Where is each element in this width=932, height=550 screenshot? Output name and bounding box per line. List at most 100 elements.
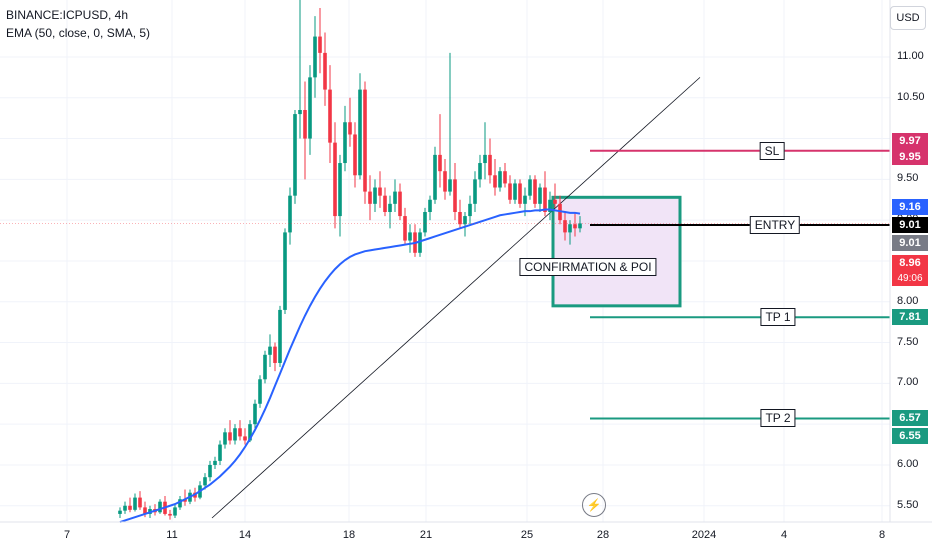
x-tick-label: 11 [166, 529, 178, 541]
candle-body-18 [208, 464, 212, 478]
candle-body-63 [433, 154, 437, 200]
candle-body-89 [563, 220, 567, 233]
candle-body-78 [508, 183, 512, 200]
candle-body-45 [343, 122, 347, 164]
candle-body-40 [318, 36, 322, 53]
candle-body-24 [238, 428, 242, 437]
candle-body-31 [273, 346, 277, 363]
currency-button[interactable]: USD [890, 6, 926, 30]
candle-body-4 [138, 497, 142, 508]
candle-body-25 [243, 436, 247, 441]
confirmation-poi-zone [551, 195, 682, 308]
candle-body-50 [368, 191, 372, 204]
candle-body-28 [258, 379, 262, 404]
symbol-label[interactable]: BINANCE:ICPUSD, 4h [6, 8, 129, 22]
candle-body-21 [223, 432, 227, 445]
candle-body-70 [468, 203, 472, 217]
candle-body-32 [278, 309, 282, 363]
candle-body-20 [218, 444, 222, 461]
candle-body-65 [443, 171, 447, 192]
candle-body-56 [398, 191, 402, 217]
y-tick-label: 7.50 [897, 335, 919, 348]
candle-body-35 [293, 114, 297, 196]
candle-body-60 [418, 232, 422, 253]
price-tag: 9.16 [892, 199, 928, 216]
candle-body-71 [473, 179, 477, 204]
candle-body-36 [298, 110, 302, 115]
price-tag: 49:06 [892, 270, 928, 287]
poi-zone-rect [551, 195, 682, 308]
x-tick-label: 28 [596, 529, 610, 541]
candle-body-91 [573, 224, 577, 229]
candle-body-33 [283, 232, 287, 310]
candle-body-1 [123, 505, 127, 511]
x-tick-label: 4 [780, 529, 788, 541]
candle-body-22 [228, 432, 232, 441]
candle-body-76 [498, 171, 502, 188]
candle-body-86 [548, 199, 552, 212]
candle-body-13 [183, 499, 187, 502]
y-tick-label: 8.00 [897, 294, 919, 307]
x-tick-label: 8 [878, 529, 886, 541]
y-tick-label: 6.00 [897, 457, 919, 470]
candle-body-64 [438, 154, 442, 172]
price-tag: 7.81 [892, 309, 928, 326]
candle-body-73 [483, 154, 487, 164]
candle-body-52 [378, 187, 382, 196]
candle-body-72 [478, 163, 482, 180]
candle-body-46 [348, 122, 352, 135]
x-tick-label: 2024 [691, 529, 717, 541]
candle-body-77 [503, 171, 507, 184]
y-tick-label: 11.00 [897, 49, 924, 62]
price-tag: 6.57 [892, 410, 928, 427]
x-tick-label: 14 [238, 529, 252, 541]
zone-label[interactable]: CONFIRMATION & POI [519, 258, 657, 276]
chart-grid [0, 0, 890, 522]
price-tag: 6.55 [892, 428, 928, 445]
candle-body-81 [523, 195, 527, 204]
y-tick-label: 10.50 [897, 90, 925, 103]
candle-body-61 [423, 212, 427, 233]
candle-body-29 [263, 354, 267, 380]
candle-body-68 [458, 212, 462, 225]
candle-body-11 [173, 507, 177, 516]
candle-body-10 [168, 513, 172, 516]
chart-legend: BINANCE:ICPUSD, 4h EMA (50, close, 0, SM… [6, 6, 150, 42]
level-label-tp-2[interactable]: TP 2 [760, 409, 796, 428]
candle-body-49 [363, 89, 367, 192]
lightning-icon[interactable]: ⚡ [582, 493, 606, 517]
price-tag: 9.97 [892, 133, 928, 149]
ema-polyline [119, 208, 581, 524]
x-tick-label: 21 [419, 529, 433, 541]
candle-body-54 [388, 203, 392, 212]
candle-body-66 [448, 179, 452, 192]
candle-body-84 [538, 187, 542, 204]
candle-body-53 [383, 195, 387, 212]
candle-body-48 [358, 89, 362, 176]
candle-body-62 [428, 199, 432, 212]
candlestick-series [118, 0, 582, 520]
candle-body-47 [353, 134, 357, 176]
level-label-entry[interactable]: ENTRY [749, 216, 801, 235]
level-label-sl[interactable]: SL [759, 141, 785, 160]
candle-body-19 [213, 460, 217, 465]
candle-body-23 [233, 428, 237, 441]
candle-body-12 [178, 499, 182, 508]
candle-body-92 [578, 223, 582, 229]
candle-body-3 [133, 497, 137, 510]
candle-body-37 [303, 110, 307, 139]
candle-body-27 [253, 403, 257, 425]
x-tick-label: 18 [342, 529, 356, 541]
level-label-tp-1[interactable]: TP 1 [760, 308, 796, 327]
candle-body-57 [403, 216, 407, 241]
trade-levels [590, 149, 890, 420]
candle-body-17 [203, 477, 207, 486]
candle-body-43 [333, 142, 337, 217]
candle-body-38 [308, 77, 312, 139]
candle-body-82 [528, 179, 532, 196]
indicator-label[interactable]: EMA (50, close, 0, SMA, 5) [6, 26, 151, 40]
candle-body-67 [453, 179, 457, 212]
price-tag: 9.95 [892, 149, 928, 166]
candle-body-90 [568, 224, 572, 233]
